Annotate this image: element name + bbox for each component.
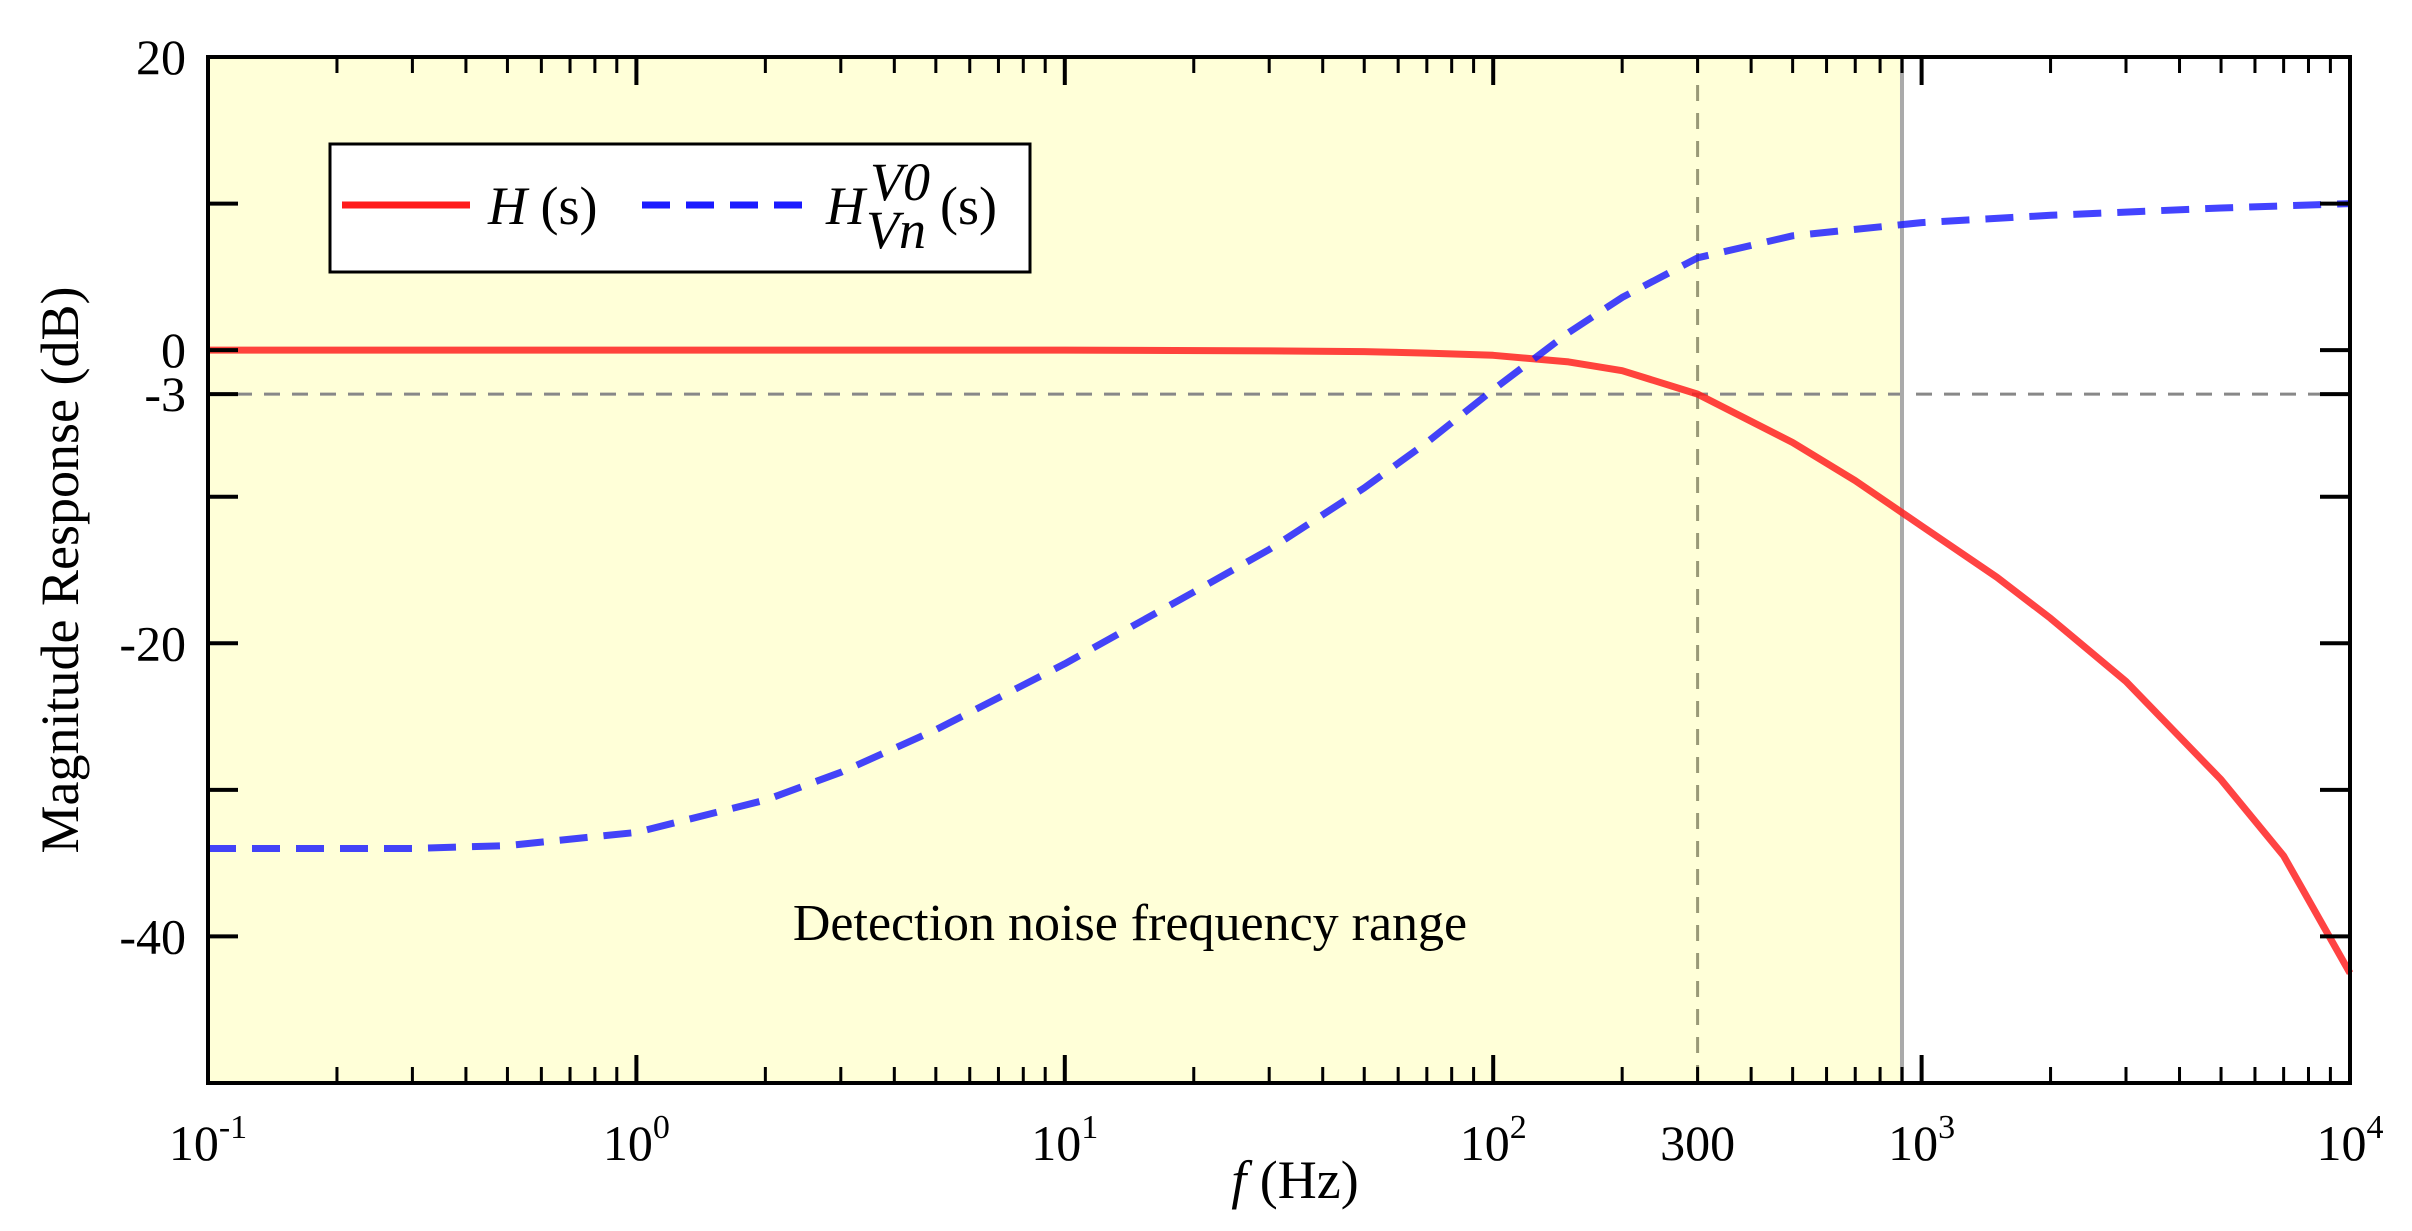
detection-range-label: Detection noise frequency range bbox=[793, 895, 1467, 952]
y-axis-title: Magnitude Response (dB) bbox=[30, 287, 90, 854]
y-tick-label: 0 bbox=[161, 322, 186, 378]
series-line-h bbox=[208, 346, 2354, 975]
x-tick-label: 10-1 bbox=[169, 1109, 247, 1171]
x-tick-label: 101 bbox=[1031, 1109, 1098, 1171]
series-line-h-vn-v0 bbox=[208, 200, 2351, 852]
legend-sub-vn: Vn bbox=[866, 200, 926, 260]
plot-frame bbox=[206, 55, 2352, 1085]
y-tick-label: -20 bbox=[119, 615, 186, 671]
x-tick-label: 103 bbox=[1888, 1109, 1955, 1171]
y-tick-label: -40 bbox=[119, 908, 186, 964]
legend-suffix-s: (s) bbox=[940, 176, 997, 236]
legend-label-h-vn-v0: H bbox=[825, 176, 868, 236]
x-tick-label: 100 bbox=[603, 1109, 670, 1171]
legend-sup-v0: V0 bbox=[870, 152, 930, 212]
x-axis-title: f (Hz) bbox=[1231, 1150, 1358, 1210]
x-tick-label: 300 bbox=[1660, 1115, 1735, 1171]
x-tick-label: 104 bbox=[2317, 1109, 2384, 1171]
y-tick-label: 20 bbox=[136, 29, 186, 85]
legend-label-h: H (s) bbox=[487, 176, 597, 236]
y-tick-label: -3 bbox=[144, 366, 186, 422]
x-tick-label: 102 bbox=[1460, 1109, 1527, 1171]
